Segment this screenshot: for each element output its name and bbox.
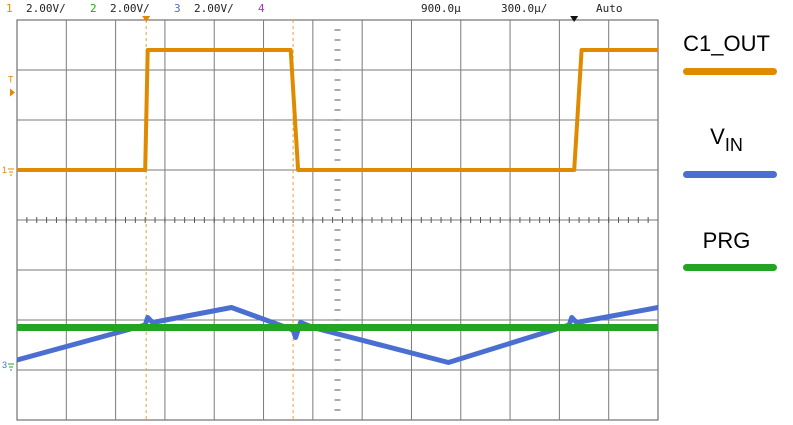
trigger-position-marker <box>142 16 151 22</box>
ch3-number: 3 <box>174 2 181 15</box>
ch1-scale: 2.00V/ <box>26 2 66 15</box>
legend-prg-text: PRG <box>702 228 751 253</box>
legend-label-c1-out: C1_OUT <box>660 31 793 57</box>
ch1-indicator[interactable]: 1 <box>6 0 13 18</box>
trace-ch1 <box>17 48 658 172</box>
ch3-ground-icon <box>8 363 14 371</box>
graticule <box>16 19 659 421</box>
legend-swatch-c1-out <box>683 68 777 75</box>
trigger-level-label: T <box>8 75 14 85</box>
channel-markers: T 1 3 <box>2 16 579 371</box>
legend-swatch-prg <box>683 264 777 271</box>
timebase-marker <box>570 16 579 22</box>
ch3-scale: 2.00V/ <box>194 2 234 15</box>
time-scale: 300.0µ/ <box>501 2 548 15</box>
ch2-number: 2 <box>90 2 97 15</box>
ch2-indicator[interactable]: 2 <box>90 0 97 18</box>
legend-vin-subscript: IN <box>724 135 743 155</box>
ch4-number: 4 <box>258 2 265 15</box>
scope-status-bar: 1 2.00V/ 2 2.00V/ 3 2.00V/ 4 900.0µ 300.… <box>0 0 660 18</box>
ch1-ground-icon <box>8 168 14 176</box>
legend-c1-out-text: C1_OUT <box>683 31 770 56</box>
ch2-scale: 2.00V/ <box>110 2 150 15</box>
trace-ch3 <box>16 305 659 365</box>
ch1-ground-label: 1 <box>2 165 7 175</box>
trigger-level-arrow <box>10 88 15 97</box>
trigger-mode: Auto <box>596 2 623 15</box>
legend-swatch-vin <box>683 171 777 178</box>
ch3-indicator[interactable]: 3 <box>174 0 181 18</box>
legend-vin-text: V <box>710 124 725 149</box>
legend-label-vin: VIN <box>660 124 793 156</box>
ch4-indicator[interactable]: 4 <box>258 0 265 18</box>
ch3-ground-label: 3 <box>2 360 7 370</box>
legend-label-prg: PRG <box>660 228 793 254</box>
ch1-number: 1 <box>6 2 13 15</box>
waveform-traces <box>16 48 659 365</box>
time-offset: 900.0µ <box>421 2 461 15</box>
